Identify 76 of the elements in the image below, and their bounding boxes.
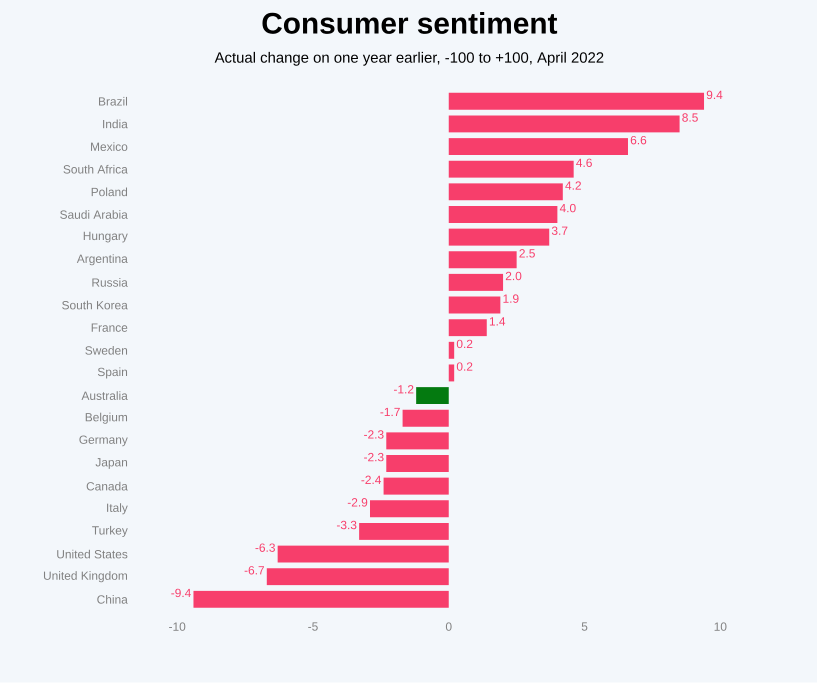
data-label: 3.7 — [552, 226, 568, 236]
y-tick-label: China — [97, 595, 128, 604]
y-tick-label: United Kingdom — [44, 571, 128, 582]
y-tick-label: Australia — [81, 391, 128, 400]
data-label: 4.0 — [560, 204, 576, 212]
data-label: 0.2 — [456, 340, 472, 348]
chart-subtitle: Actual change on one year earlier, -100 to +100, April 2022 — [214, 52, 604, 66]
x-tick-label: -5 — [308, 622, 318, 631]
y-tick-label: South Africa — [63, 164, 128, 174]
y-tick-label: Russia — [92, 278, 128, 287]
bar — [266, 568, 449, 586]
data-label: 8.5 — [682, 113, 698, 122]
y-tick-label: Hungary — [84, 232, 128, 243]
bar — [384, 478, 449, 495]
y-tick-label: Spain — [98, 368, 128, 379]
bar — [370, 500, 449, 518]
data-label: -1.7 — [380, 408, 400, 416]
y-tick-label: Japan — [96, 458, 128, 469]
bar — [278, 546, 449, 563]
data-label: -2.9 — [348, 498, 368, 507]
y-tick-label: South Korea — [62, 300, 128, 310]
data-label: 6.6 — [630, 136, 646, 145]
y-tick-label: Argentina — [76, 254, 128, 266]
y-tick-label: Turkey — [92, 526, 128, 538]
bar — [448, 116, 680, 133]
bar — [193, 591, 449, 608]
data-label: -2.3 — [364, 430, 384, 439]
y-tick-label: Saudi Arabia — [60, 210, 128, 219]
data-label: -1.2 — [394, 385, 414, 394]
chart-title: Consumer sentiment — [262, 12, 558, 34]
bar — [448, 364, 454, 382]
data-label: -3.3 — [336, 520, 356, 530]
bar — [448, 160, 574, 178]
x-tick-label: 0 — [446, 622, 452, 631]
data-label: -6.7 — [244, 566, 264, 575]
bar — [448, 184, 563, 200]
data-label: -9.4 — [171, 588, 191, 598]
y-tick-label: United States — [57, 550, 128, 559]
y-tick-label: France — [92, 324, 128, 332]
bar — [448, 274, 504, 292]
y-tick-label: Sweden — [85, 346, 128, 355]
y-tick-label: Belgium — [86, 412, 128, 424]
bar — [448, 228, 550, 246]
y-tick-label: Germany — [79, 436, 128, 446]
bar — [448, 319, 487, 336]
bar — [386, 432, 449, 450]
bar — [448, 342, 454, 359]
data-label: -6.3 — [255, 544, 275, 552]
data-label: 2.0 — [506, 272, 522, 280]
y-tick-label: Poland — [92, 188, 128, 196]
data-label: 4.6 — [576, 158, 592, 168]
data-label: 2.5 — [519, 249, 535, 258]
bar — [448, 251, 517, 268]
data-label: -2.4 — [361, 476, 382, 484]
y-tick-label: Italy — [107, 503, 128, 514]
bar — [448, 138, 628, 156]
bar — [416, 387, 449, 404]
y-tick-label: India — [103, 120, 128, 128]
x-tick-label: 10 — [714, 622, 726, 631]
y-tick-label: Mexico — [91, 142, 128, 152]
bar — [402, 410, 449, 427]
bar — [448, 92, 704, 110]
bar — [386, 455, 449, 472]
bar — [359, 523, 449, 540]
y-tick-label: Brazil — [99, 97, 128, 106]
x-tick-label: 5 — [582, 622, 588, 631]
data-label: 4.2 — [565, 181, 581, 190]
data-label: 0.2 — [456, 362, 472, 371]
bar — [448, 206, 558, 224]
data-label: 1.4 — [490, 317, 506, 326]
data-label: 1.9 — [503, 294, 519, 303]
bar — [448, 296, 500, 314]
x-tick-label: -10 — [169, 622, 186, 631]
data-label: 9.4 — [706, 90, 722, 100]
y-tick-label: Canada — [86, 482, 128, 491]
data-label: -2.3 — [364, 453, 384, 462]
